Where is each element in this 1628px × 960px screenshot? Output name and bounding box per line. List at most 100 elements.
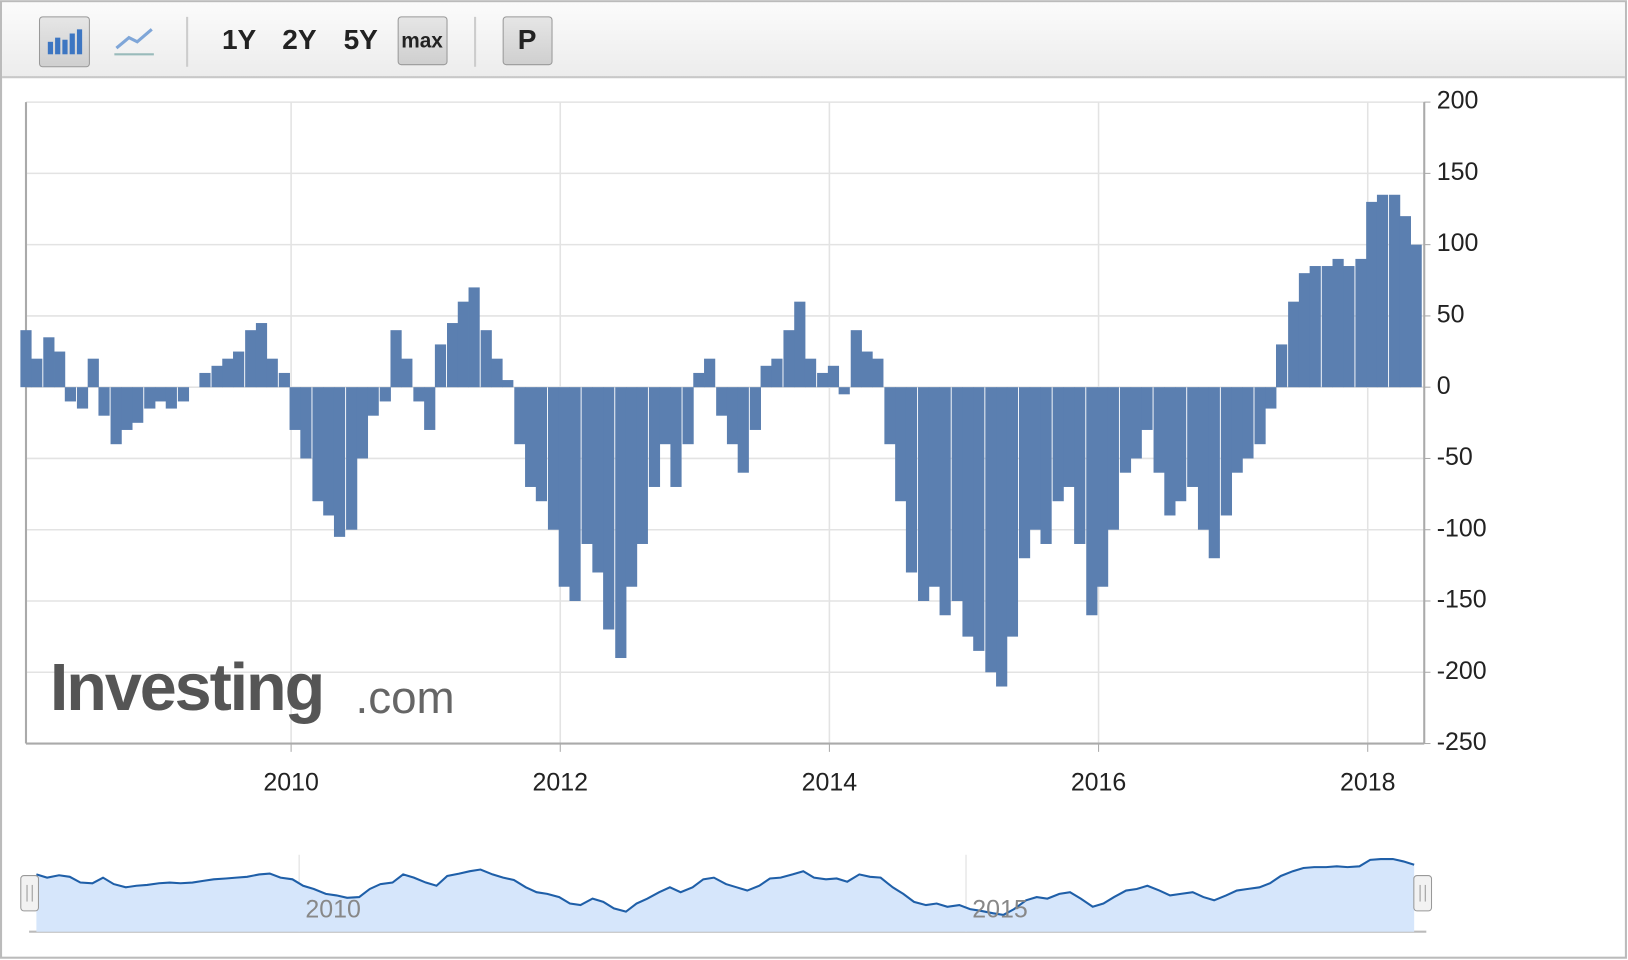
bar bbox=[98, 387, 110, 416]
y-tick-label: 0 bbox=[1437, 372, 1451, 400]
bar bbox=[1242, 387, 1254, 459]
bar bbox=[1399, 216, 1411, 388]
x-tick-label: 2014 bbox=[802, 769, 858, 797]
max-button[interactable] bbox=[397, 16, 448, 66]
range-button[interactable]: 5Y bbox=[344, 24, 379, 55]
bar bbox=[1355, 258, 1367, 388]
bar bbox=[1097, 387, 1109, 587]
bar bbox=[636, 387, 648, 544]
bar bbox=[535, 387, 548, 502]
bar bbox=[1187, 387, 1199, 487]
bar bbox=[951, 387, 963, 601]
bar bbox=[132, 387, 144, 423]
bar bbox=[43, 337, 55, 388]
y-tick-label: -50 bbox=[1437, 443, 1473, 471]
navigator-handle-left[interactable] bbox=[20, 875, 39, 912]
bar bbox=[794, 301, 806, 388]
bar bbox=[1298, 273, 1311, 388]
bar bbox=[962, 387, 974, 637]
bar bbox=[827, 365, 840, 388]
bar bbox=[457, 301, 469, 388]
bar bbox=[996, 387, 1008, 687]
bar bbox=[413, 387, 425, 402]
x-tick-label: 2016 bbox=[1071, 769, 1126, 797]
bar bbox=[905, 387, 918, 573]
bar bbox=[1389, 194, 1401, 388]
p-button-label[interactable]: P bbox=[518, 24, 537, 55]
bar bbox=[693, 372, 705, 388]
y-tick-label: -250 bbox=[1437, 728, 1487, 756]
navigator-line bbox=[36, 857, 1415, 916]
y-tick-label: -100 bbox=[1437, 514, 1487, 542]
bar bbox=[468, 287, 480, 388]
bar bbox=[648, 387, 661, 487]
bar bbox=[300, 387, 312, 459]
bar bbox=[434, 344, 447, 388]
bar bbox=[1119, 387, 1132, 473]
y-tick-label: 200 bbox=[1437, 87, 1479, 115]
range-button[interactable]: max bbox=[401, 29, 443, 52]
bar bbox=[771, 358, 783, 388]
bar bbox=[144, 387, 156, 409]
bar bbox=[872, 358, 884, 388]
bar bbox=[525, 387, 537, 487]
bar bbox=[110, 387, 122, 445]
bar bbox=[233, 351, 245, 388]
bar bbox=[670, 387, 682, 487]
bar bbox=[199, 372, 211, 388]
bar bbox=[367, 387, 379, 416]
bar bbox=[716, 387, 728, 416]
y-tick-label: -200 bbox=[1437, 657, 1487, 685]
bar bbox=[804, 358, 817, 388]
bar bbox=[356, 387, 369, 459]
range-button[interactable]: 2Y bbox=[282, 24, 317, 55]
bar bbox=[861, 351, 873, 388]
bar bbox=[838, 387, 850, 395]
bar bbox=[1343, 266, 1355, 388]
x-tick-label: 2018 bbox=[1340, 769, 1395, 797]
bar bbox=[1018, 387, 1031, 559]
bar bbox=[682, 387, 694, 445]
bar bbox=[1220, 387, 1233, 516]
range-button[interactable]: 1Y bbox=[222, 24, 257, 55]
bar bbox=[1332, 258, 1344, 388]
bar bbox=[884, 387, 896, 445]
bar bbox=[1164, 387, 1176, 516]
y-tick-label: 50 bbox=[1437, 301, 1465, 329]
navigator-area bbox=[36, 859, 1415, 932]
y-tick-label: 100 bbox=[1437, 229, 1479, 257]
x-tick-label: 2012 bbox=[533, 769, 588, 797]
bar bbox=[928, 387, 940, 587]
bar bbox=[266, 358, 278, 388]
bar bbox=[447, 323, 459, 388]
navigator-handle-right[interactable] bbox=[1413, 875, 1433, 912]
bar bbox=[323, 387, 335, 516]
bar bbox=[939, 387, 951, 616]
bar bbox=[514, 387, 526, 445]
bar bbox=[659, 387, 671, 445]
watermark-suffix: .com bbox=[356, 672, 455, 723]
bar bbox=[502, 380, 514, 388]
bar bbox=[558, 387, 570, 587]
navigator-tick-label: 2010 bbox=[305, 896, 360, 924]
bar bbox=[289, 387, 301, 430]
bar bbox=[491, 358, 503, 388]
bar bbox=[401, 358, 413, 388]
bar bbox=[1006, 387, 1019, 637]
bar bbox=[1366, 201, 1378, 388]
line-chart-button[interactable] bbox=[110, 21, 158, 63]
bar bbox=[54, 351, 66, 388]
bar bbox=[1141, 387, 1153, 430]
bar bbox=[895, 387, 907, 502]
p-button[interactable] bbox=[502, 16, 553, 66]
bar bbox=[1063, 387, 1075, 487]
bar bbox=[379, 387, 391, 402]
bar bbox=[121, 387, 133, 430]
navigator-tick-label: 2015 bbox=[972, 896, 1027, 924]
bar bbox=[1153, 387, 1165, 473]
bar bbox=[704, 358, 716, 388]
bar bbox=[480, 330, 492, 388]
bar bbox=[245, 330, 257, 388]
